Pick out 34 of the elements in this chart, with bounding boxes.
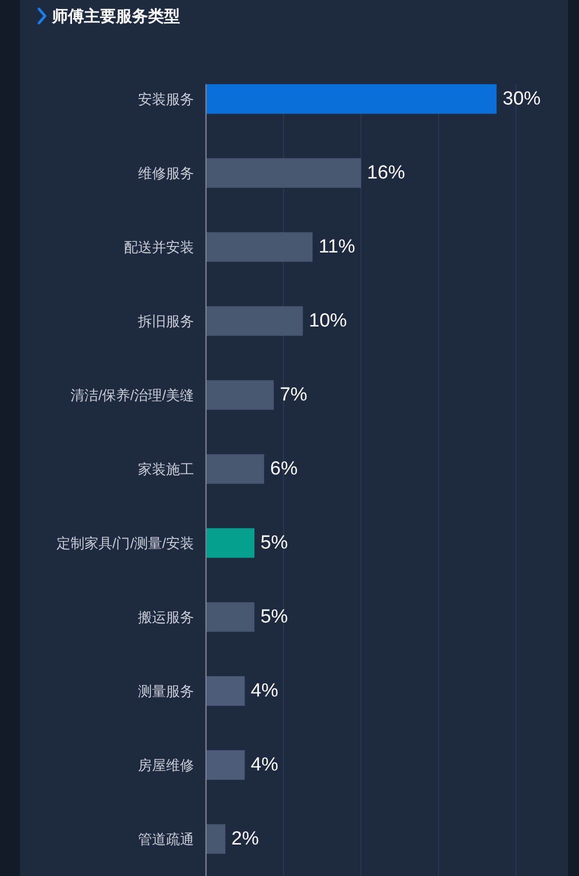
y-tick-label: 家装施工 (138, 461, 194, 477)
bar (206, 84, 497, 114)
data-label: 4% (250, 680, 278, 702)
y-tick-label: 拆旧服务 (137, 313, 194, 329)
data-label: 6% (270, 458, 298, 480)
chart-title: 师傅主要服务类型 (51, 6, 180, 26)
y-tick-label: 配送并安装 (124, 239, 194, 255)
data-label: 7% (280, 384, 308, 406)
data-label: 16% (367, 162, 406, 184)
y-tick-label: 房屋维修 (138, 757, 194, 773)
y-tick-label: 清洁/保养/治理/美缝 (70, 387, 194, 403)
data-label: 5% (260, 606, 288, 628)
bar (206, 602, 254, 632)
data-label: 5% (260, 532, 288, 554)
bar (206, 158, 361, 188)
y-tick-label: 管道疏通 (138, 831, 194, 847)
bar (206, 306, 303, 336)
y-tick-label: 维修服务 (138, 165, 194, 181)
data-label: 10% (308, 310, 348, 332)
data-label: 11% (318, 236, 356, 258)
y-tick-label: 安装服务 (138, 91, 194, 107)
bar (206, 750, 245, 780)
bar (206, 232, 313, 262)
data-label: 4% (250, 754, 278, 776)
data-label: 30% (502, 88, 541, 110)
bar (206, 824, 226, 854)
data-label: 2% (231, 828, 259, 850)
bar (206, 454, 264, 484)
y-tick-label: 测量服务 (138, 683, 194, 699)
y-tick-label: 定制家具/门/测量/安装 (56, 535, 194, 551)
bar (206, 380, 274, 410)
y-tick-label: 搬运服务 (138, 609, 194, 625)
bar (206, 528, 254, 558)
bar (206, 676, 245, 706)
